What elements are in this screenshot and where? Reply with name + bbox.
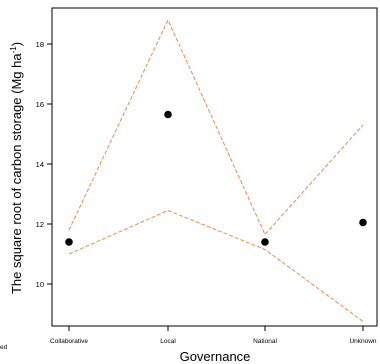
y-axis: 10 12 14 16 18: [36, 40, 52, 289]
plot-frame: [51, 7, 378, 327]
data-points: [65, 110, 367, 246]
y-axis-title-superscript: -1: [9, 46, 18, 54]
upper-interval-line: [68, 18, 364, 236]
y-axis-title-close: ): [9, 42, 24, 46]
point-local: [164, 110, 172, 119]
y-tick-label: 18: [36, 40, 44, 49]
x-tick-label-unknown: Unknown: [349, 338, 376, 345]
y-axis-title-main: The square root of carbon storage (Mg ha: [9, 53, 24, 294]
x-tick-label-national: National: [253, 338, 277, 345]
y-tick-label: 16: [36, 100, 44, 109]
y-tick-label: 12: [36, 220, 44, 229]
point-unknown: [359, 218, 367, 227]
point-national: [261, 238, 269, 246]
interval-lines: [68, 18, 364, 322]
edge-note: ed: [0, 344, 8, 351]
y-tick-label: 10: [36, 280, 44, 289]
y-axis-title: The square root of carbon storage (Mg ha…: [9, 42, 24, 294]
lower-interval-line: [68, 209, 364, 322]
x-tick-label-local: Local: [160, 338, 176, 345]
x-tick-label-collaborative: Collaborative: [50, 338, 88, 345]
y-tick-label: 14: [36, 160, 44, 169]
point-collaborative: [65, 238, 73, 246]
x-axis-title: Governance: [180, 349, 251, 364]
x-axis: Collaborative Local National Unknown: [50, 326, 377, 345]
